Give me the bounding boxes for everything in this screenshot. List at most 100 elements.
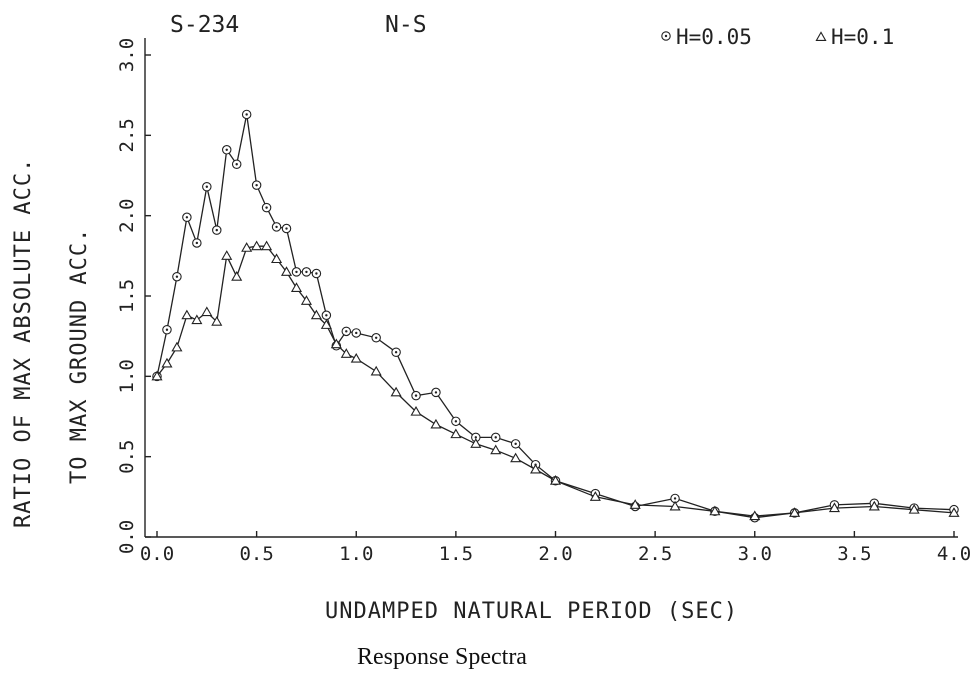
data-point xyxy=(908,503,920,514)
data-point xyxy=(431,387,441,398)
data-point xyxy=(192,238,202,248)
data-point xyxy=(549,475,562,485)
data-point xyxy=(370,365,382,376)
x-tick-label: 1.0 xyxy=(339,543,373,565)
data-point xyxy=(450,428,462,439)
legend-circle-icon xyxy=(661,31,671,41)
y-axis-title-line2: TO MAX GROUND ACC. xyxy=(67,228,92,484)
data-point xyxy=(171,341,183,352)
data-point xyxy=(261,240,273,251)
data-point xyxy=(530,463,542,474)
data-point xyxy=(201,306,213,317)
data-point xyxy=(161,357,173,368)
data-point xyxy=(828,502,840,513)
data-point xyxy=(162,324,172,335)
x-tick-label: 2.5 xyxy=(638,543,672,565)
data-point xyxy=(241,109,252,120)
data-point xyxy=(281,223,292,234)
y-tick-label: 3.0 xyxy=(116,38,138,72)
x-tick-label: 2.0 xyxy=(538,543,572,565)
data-point xyxy=(470,438,482,448)
x-tick-label: 3.0 xyxy=(738,543,772,565)
data-point xyxy=(510,439,521,449)
series-h01 xyxy=(151,240,960,521)
data-point xyxy=(410,405,422,416)
data-point xyxy=(321,310,332,321)
data-point xyxy=(789,507,801,517)
data-point xyxy=(589,491,601,501)
data-point xyxy=(629,499,641,509)
data-point xyxy=(451,416,461,427)
data-point xyxy=(191,314,203,325)
data-point xyxy=(320,319,332,329)
data-point xyxy=(471,432,481,443)
legend-marker-h005 xyxy=(661,31,671,41)
data-point xyxy=(350,352,362,363)
data-point xyxy=(271,222,282,232)
data-point xyxy=(280,266,293,276)
data-point xyxy=(709,505,721,516)
data-point xyxy=(202,181,212,192)
x-tick-label: 3.5 xyxy=(837,543,871,565)
data-point xyxy=(251,180,262,190)
data-point xyxy=(211,315,223,326)
x-tick-label: 0.5 xyxy=(239,543,273,565)
data-point xyxy=(868,500,880,511)
y-tick-label: 0.5 xyxy=(116,440,138,474)
y-ticks: 0.0 0.5 1.0 1.5 2.0 2.5 3.0 xyxy=(116,38,151,554)
data-point xyxy=(212,225,222,235)
data-point xyxy=(330,338,342,349)
data-point xyxy=(271,253,283,264)
x-tick-label: 1.5 xyxy=(439,543,473,565)
data-point xyxy=(948,507,960,517)
legend: H=0.05 H=0.1 xyxy=(661,25,894,49)
data-point xyxy=(172,271,182,282)
data-point xyxy=(341,326,352,337)
series-h005 xyxy=(152,109,959,523)
data-point xyxy=(391,347,401,357)
data-point xyxy=(311,268,322,279)
data-point xyxy=(411,390,421,401)
data-point xyxy=(301,267,312,277)
legend-label-h01: H=0.1 xyxy=(831,25,894,49)
data-point xyxy=(669,500,681,511)
data-point xyxy=(290,282,303,292)
data-point xyxy=(231,271,243,281)
data-point xyxy=(351,328,361,338)
data-point xyxy=(310,309,322,320)
station-label: S-234 xyxy=(170,12,239,38)
y-tick-label: 2.5 xyxy=(116,118,138,152)
legend-triangle-icon xyxy=(815,31,827,42)
y-tick-label: 1.0 xyxy=(116,359,138,393)
data-point xyxy=(390,386,402,397)
data-point xyxy=(181,309,193,320)
data-point xyxy=(300,295,312,305)
data-point xyxy=(371,333,381,343)
y-tick-label: 0.0 xyxy=(116,520,138,554)
y-tick-label: 2.0 xyxy=(116,199,138,233)
legend-label-h005: H=0.05 xyxy=(676,25,752,49)
y-axis-title: RATIO OF MAX ABSOLUTE ACC. xyxy=(11,158,36,528)
axes xyxy=(144,38,958,538)
data-point xyxy=(221,145,232,155)
data-point xyxy=(151,370,163,381)
data-point xyxy=(182,212,192,223)
data-point xyxy=(251,240,263,251)
data-point xyxy=(490,444,502,455)
x-axis-title: UNDAMPED NATURAL PERIOD (SEC) xyxy=(325,599,738,624)
figure-caption: Response Spectra xyxy=(357,644,527,670)
data-point xyxy=(241,242,253,252)
series-group xyxy=(151,109,960,523)
component-label: N-S xyxy=(385,12,427,38)
series-line xyxy=(156,114,955,519)
legend-marker-h01 xyxy=(815,31,827,42)
data-point xyxy=(749,510,761,521)
y-tick-label: 1.5 xyxy=(116,279,138,313)
data-point xyxy=(261,202,272,213)
data-point xyxy=(221,250,233,260)
data-point xyxy=(291,267,302,277)
x-tick-label: 0.0 xyxy=(140,543,174,565)
data-point xyxy=(510,452,522,463)
data-point xyxy=(490,432,501,443)
